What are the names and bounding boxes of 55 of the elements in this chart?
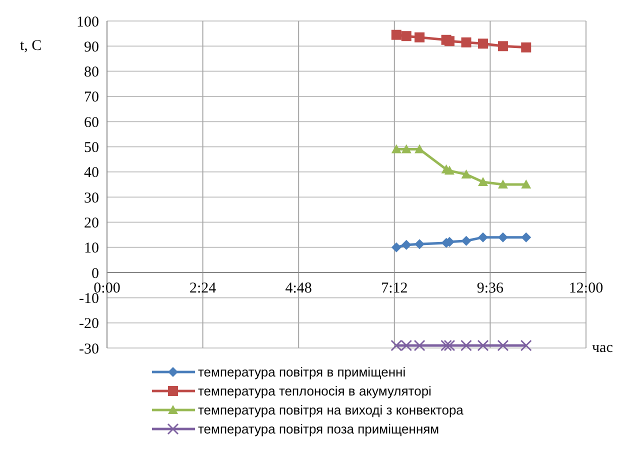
point xyxy=(461,37,472,48)
point xyxy=(498,180,508,188)
point xyxy=(391,242,402,252)
y-tick-label: 30 xyxy=(84,190,99,206)
x-tick-label: 9:36 xyxy=(476,280,504,297)
point xyxy=(498,41,508,52)
x-axis-title: час xyxy=(592,340,614,356)
legend-label: температура теплоносія в акумуляторі xyxy=(198,384,432,399)
point xyxy=(461,236,472,246)
point xyxy=(444,36,454,46)
point xyxy=(400,340,412,352)
y-tick-label: 70 xyxy=(84,90,99,106)
y-tick-label: 60 xyxy=(84,114,99,131)
y-tick-label: 50 xyxy=(84,140,99,156)
point xyxy=(414,32,425,42)
point xyxy=(498,232,508,242)
point xyxy=(461,169,472,178)
x-tick-label: 12:00 xyxy=(568,280,604,297)
y-tick-label: 40 xyxy=(84,165,99,182)
y-tick-label: 100 xyxy=(76,14,99,30)
point xyxy=(401,144,412,154)
point xyxy=(414,239,425,250)
point xyxy=(478,232,488,242)
point xyxy=(521,180,532,188)
point xyxy=(444,340,456,352)
point xyxy=(521,42,532,52)
point xyxy=(391,144,402,154)
point xyxy=(444,166,454,175)
y-tick-label: 80 xyxy=(84,64,99,81)
x-tick-label: 2:24 xyxy=(189,280,217,297)
point xyxy=(521,232,532,242)
point xyxy=(414,340,426,352)
y-tick-label: -30 xyxy=(79,341,99,358)
point xyxy=(497,340,509,352)
point xyxy=(477,340,489,352)
y-tick-label: 20 xyxy=(84,215,99,232)
y-tick-label: 90 xyxy=(84,39,99,56)
y-tick-label: 0 xyxy=(92,266,99,282)
x-tick-label: 4:48 xyxy=(285,280,312,297)
y-axis-title: t, C xyxy=(20,38,42,54)
legend-label: температура повітря в приміщенні xyxy=(198,364,406,380)
y-tick-label: -20 xyxy=(79,316,99,332)
y-tick-label: 10 xyxy=(84,240,99,257)
point xyxy=(478,38,488,49)
point xyxy=(440,340,452,352)
x-tick-label: 7:12 xyxy=(381,280,408,297)
legend-label: температура повітря на виході з конвектора xyxy=(198,402,464,418)
point xyxy=(478,176,488,186)
point xyxy=(460,340,472,352)
point xyxy=(390,340,402,352)
point xyxy=(391,30,402,40)
point xyxy=(401,31,412,42)
point xyxy=(520,340,532,352)
point xyxy=(401,240,412,250)
legend-label: температура повітря поза приміщенням xyxy=(198,422,440,437)
